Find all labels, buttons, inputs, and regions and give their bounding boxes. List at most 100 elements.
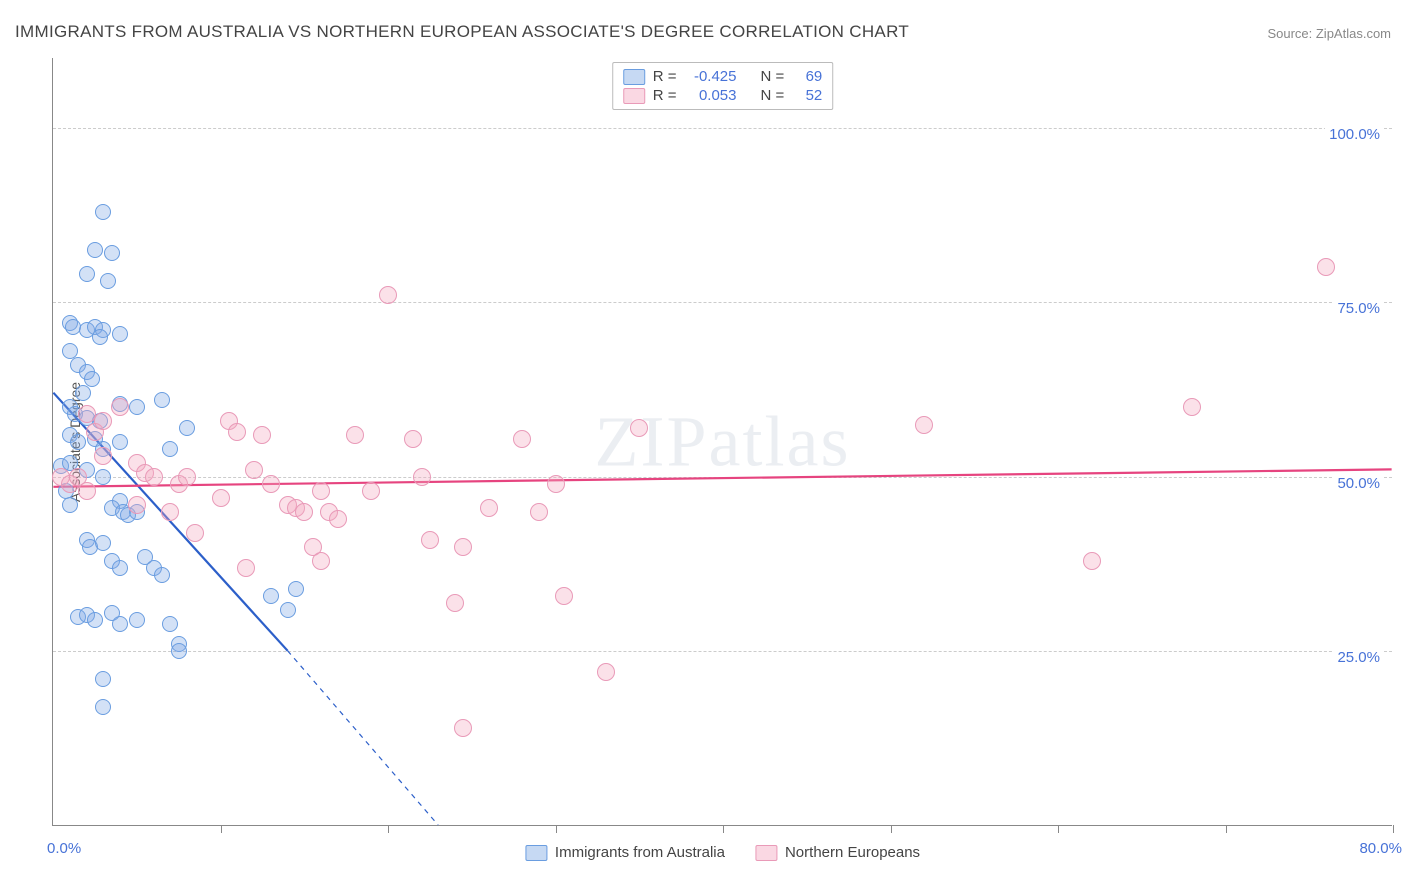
data-point [530,503,548,521]
data-point [312,482,330,500]
y-tick-label: 75.0% [1333,300,1384,317]
data-point [171,643,187,659]
legend-label: Immigrants from Australia [555,844,725,861]
data-point [513,430,531,448]
data-point [346,426,364,444]
data-point [237,559,255,577]
legend-swatch-series1 [623,69,645,85]
data-point [104,245,120,261]
data-point [100,273,116,289]
legend-swatch-series1 [525,845,547,861]
data-point [245,461,263,479]
data-point [421,531,439,549]
data-point [379,286,397,304]
data-point [129,399,145,415]
data-point [95,204,111,220]
legend-item: Northern Europeans [755,844,920,861]
data-point [162,441,178,457]
data-point [95,671,111,687]
n-value: 52 [792,87,822,104]
n-label: N = [761,87,785,104]
data-point [446,594,464,612]
data-point [78,482,96,500]
data-point [288,581,304,597]
data-point [128,496,146,514]
data-point [62,497,78,513]
chart-plot-area: Associate's Degree ZIPatlas 25.0%50.0%75… [52,58,1392,826]
data-point [79,266,95,282]
r-value: -0.425 [685,68,737,85]
data-point [212,489,230,507]
x-axis-min-label: 0.0% [47,840,81,857]
data-point [112,326,128,342]
data-point [413,468,431,486]
data-point [87,612,103,628]
legend-swatch-series2 [623,88,645,104]
n-value: 69 [792,68,822,85]
data-point [263,588,279,604]
r-value: 0.053 [685,87,737,104]
data-point [112,434,128,450]
data-point [94,412,112,430]
data-point [262,475,280,493]
r-label: R = [653,68,677,85]
data-point [154,392,170,408]
data-point [1083,552,1101,570]
legend-series-names: Immigrants from Australia Northern Europ… [525,844,920,861]
data-point [95,469,111,485]
data-point [454,538,472,556]
data-point [95,699,111,715]
data-point [1183,398,1201,416]
data-point [78,405,96,423]
legend-swatch-series2 [755,845,777,861]
legend-label: Northern Europeans [785,844,920,861]
data-point [915,416,933,434]
data-point [162,616,178,632]
data-point [312,552,330,570]
data-point [179,420,195,436]
trend-lines [53,58,1392,825]
data-point [161,503,179,521]
data-point [295,503,313,521]
watermark: ZIPatlas [595,400,851,483]
data-point [1317,258,1335,276]
legend-correlation-box: R = -0.425 N = 69 R = 0.053 N = 52 [612,62,834,110]
data-point [112,616,128,632]
y-tick-label: 25.0% [1333,649,1384,666]
data-point [129,612,145,628]
data-point [547,475,565,493]
data-point [178,468,196,486]
data-point [404,430,422,448]
r-label: R = [653,87,677,104]
n-label: N = [761,68,785,85]
data-point [70,434,86,450]
data-point [186,524,204,542]
data-point [597,663,615,681]
data-point [454,719,472,737]
data-point [92,329,108,345]
data-point [75,385,91,401]
data-point [154,567,170,583]
legend-row: R = 0.053 N = 52 [623,86,823,105]
y-tick-label: 100.0% [1325,126,1384,143]
data-point [228,423,246,441]
data-point [480,499,498,517]
x-axis-max-label: 80.0% [1359,840,1402,857]
data-point [111,398,129,416]
data-point [94,447,112,465]
source-attribution: Source: ZipAtlas.com [1267,26,1391,41]
data-point [362,482,380,500]
chart-title: IMMIGRANTS FROM AUSTRALIA VS NORTHERN EU… [15,22,909,42]
data-point [630,419,648,437]
legend-row: R = -0.425 N = 69 [623,67,823,86]
data-point [329,510,347,528]
data-point [280,602,296,618]
data-point [87,242,103,258]
legend-item: Immigrants from Australia [525,844,725,861]
data-point [145,468,163,486]
data-point [112,560,128,576]
data-point [555,587,573,605]
data-point [95,535,111,551]
data-point [253,426,271,444]
y-tick-label: 50.0% [1333,475,1384,492]
